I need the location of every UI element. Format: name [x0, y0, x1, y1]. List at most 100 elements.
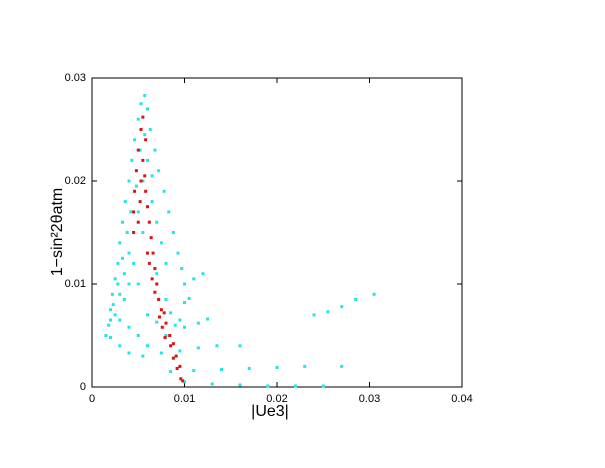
scatter-point	[150, 174, 154, 178]
scatter-point	[157, 297, 161, 301]
scatter-point	[110, 292, 114, 296]
scatter-point	[171, 231, 175, 234]
scatter-point	[139, 179, 143, 183]
scatter-point	[132, 231, 136, 234]
scatter-point	[151, 251, 155, 255]
scatter-point	[133, 189, 137, 193]
scatter-point	[183, 380, 186, 384]
scatter-point	[147, 220, 151, 224]
scatter-point	[303, 364, 307, 368]
scatter-point	[158, 315, 162, 319]
scatter-point	[143, 94, 147, 98]
scatter-point	[116, 261, 120, 265]
scatter-point	[121, 220, 125, 224]
scatter-point	[122, 272, 126, 276]
y-tick-label: 0.02	[65, 175, 86, 187]
scatter-point	[138, 200, 142, 204]
scatter-point	[178, 318, 182, 322]
scatter-point	[136, 210, 140, 214]
scatter-point	[160, 325, 164, 329]
scatter-point	[136, 117, 140, 121]
scatter-point	[127, 325, 131, 329]
scatter-point	[132, 210, 136, 214]
scatter-point	[201, 272, 205, 276]
scatter-point	[153, 148, 157, 152]
scatter-point	[118, 292, 122, 296]
scatter-point	[321, 384, 325, 388]
scatter-point	[162, 311, 166, 315]
scatter-point	[164, 334, 168, 337]
scatter-point	[159, 308, 163, 312]
scatter-point	[196, 346, 200, 350]
x-tick-label: 0.03	[359, 393, 380, 405]
x-tick-label: 0.04	[451, 393, 472, 405]
scatter-point	[266, 384, 270, 388]
scatter-point	[143, 133, 147, 137]
scatter-point	[180, 267, 184, 271]
y-tick-label: 0.01	[65, 278, 86, 290]
scatter-point	[118, 318, 122, 322]
scatter-point	[238, 344, 242, 348]
scatter-point	[168, 334, 172, 337]
scatter-point	[146, 251, 149, 255]
scatter-point	[196, 321, 200, 325]
scatter-point	[157, 169, 161, 173]
scatter-point	[312, 313, 316, 317]
scatter-point	[127, 282, 131, 286]
scatter-point	[164, 297, 168, 301]
scatter-point	[169, 370, 173, 374]
scatter-point	[171, 356, 175, 360]
scatter-point	[294, 384, 297, 388]
x-tick-label: 0	[89, 393, 95, 405]
scatter-point	[127, 351, 131, 355]
x-tick-label: 0.02	[266, 393, 287, 405]
scatter-point	[164, 261, 168, 265]
scatter-point	[141, 179, 145, 183]
scatter-point	[107, 323, 111, 327]
scatter-point	[149, 236, 153, 240]
scatter-point	[139, 128, 143, 131]
scatter-point	[111, 303, 115, 307]
scatter-point	[162, 189, 166, 193]
scatter-point	[144, 138, 148, 142]
scatter-point	[181, 379, 185, 383]
scatter-point	[326, 310, 330, 314]
scatter-point	[121, 256, 125, 260]
scatter-point	[163, 336, 167, 340]
scatter-point	[150, 200, 154, 204]
scatter-point	[178, 349, 182, 353]
scatter-point	[136, 282, 140, 286]
scatter-point	[159, 241, 163, 245]
scatter-point	[147, 261, 151, 265]
scatter-point	[155, 272, 159, 276]
scatter-point	[146, 313, 149, 317]
scatter-point	[143, 174, 147, 178]
scatter-point	[155, 320, 159, 324]
scatter-point	[116, 282, 120, 286]
scatter-point	[127, 251, 131, 255]
scatter-point	[275, 365, 279, 369]
scatter-point	[210, 382, 214, 386]
y-axis-label: 1−sin²2θatm	[49, 188, 66, 277]
scatter-point	[206, 317, 210, 321]
y-tick-label: 0	[80, 381, 86, 393]
scatter-point	[192, 277, 196, 281]
scatter-point	[247, 366, 251, 370]
scatter-point	[183, 325, 186, 329]
scatter-point	[169, 344, 173, 348]
scatter-point	[192, 369, 196, 373]
scatter-point	[238, 383, 242, 387]
scatter-point	[153, 290, 157, 294]
scatter-point	[164, 321, 168, 325]
scatter-point	[148, 128, 152, 131]
scatter-point	[174, 354, 178, 358]
scatter-point	[155, 220, 159, 224]
scatter-point	[134, 184, 138, 188]
scatter-point	[109, 318, 112, 322]
scatter-point	[136, 148, 140, 152]
scatter-point	[136, 334, 140, 337]
scatter-point	[141, 231, 145, 234]
scatter-point	[146, 205, 149, 209]
